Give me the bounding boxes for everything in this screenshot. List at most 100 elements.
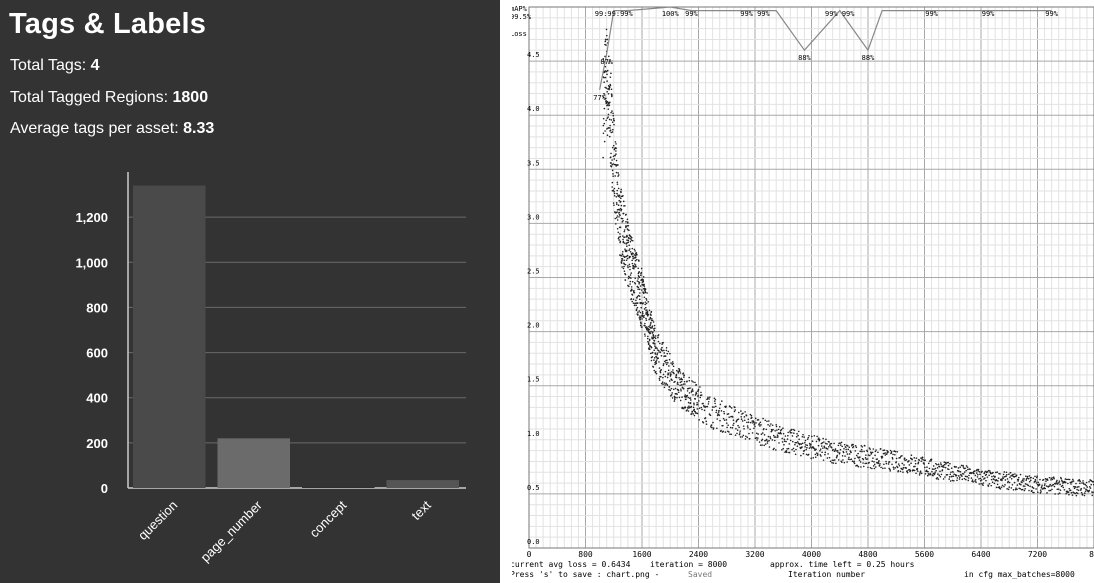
loss-point (1035, 488, 1037, 490)
loss-point (973, 470, 976, 473)
loss-point (622, 267, 625, 270)
loss-point (659, 371, 662, 374)
loss-point (917, 462, 919, 465)
loss-point (644, 303, 646, 306)
loss-point (977, 473, 979, 476)
loss-point (614, 217, 617, 220)
loss-point (608, 62, 610, 64)
loss-point (974, 474, 977, 477)
loss-point (760, 433, 763, 435)
loss-point (840, 444, 842, 446)
loss-point (622, 212, 625, 215)
loss-point (754, 425, 756, 428)
loss-point (696, 412, 699, 415)
loss-point (830, 446, 833, 449)
loss-point (832, 448, 834, 451)
loss-point (879, 462, 881, 465)
loss-point (968, 474, 970, 477)
loss-point (1034, 480, 1037, 482)
loss-point (949, 473, 952, 476)
loss-point (629, 280, 632, 283)
loss-point (692, 394, 694, 396)
loss-point (667, 373, 670, 376)
loss-point (606, 73, 608, 76)
loss-point (838, 452, 841, 454)
loss-point (990, 478, 993, 481)
loss-point (649, 324, 651, 327)
loss-point (665, 363, 668, 366)
y-axis-label: Loss (512, 30, 527, 38)
loss-point (823, 441, 825, 443)
map-curve (599, 6, 1052, 90)
loss-point (686, 380, 688, 383)
loss-point (768, 439, 770, 442)
loss-point (689, 399, 692, 401)
loss-point (636, 280, 639, 282)
loss-point (1076, 492, 1079, 495)
loss-point (701, 408, 703, 411)
loss-point (698, 400, 700, 402)
loss-point (788, 451, 791, 454)
loss-point (687, 410, 690, 412)
loss-point (942, 464, 945, 467)
loss-point (976, 476, 979, 478)
loss-point (737, 411, 740, 414)
loss-point (814, 449, 816, 451)
loss-point (669, 372, 671, 374)
loss-point (622, 235, 624, 237)
loss-point (807, 436, 810, 439)
loss-point (648, 339, 651, 342)
x-tick-label: 6400 (971, 550, 990, 559)
loss-point (732, 424, 734, 426)
loss-point (978, 471, 981, 473)
loss-point (675, 373, 678, 376)
loss-point (624, 248, 626, 251)
loss-point (828, 456, 831, 459)
loss-point (786, 438, 789, 440)
loss-point (708, 398, 710, 400)
y-tick-label: 1.5 (527, 376, 540, 384)
loss-point (672, 369, 674, 371)
loss-point (619, 214, 621, 217)
loss-point (668, 385, 671, 388)
loss-point (776, 434, 779, 437)
loss-point (705, 405, 707, 408)
loss-point (764, 419, 767, 422)
loss-point (819, 454, 822, 456)
loss-point (702, 402, 704, 405)
loss-point (678, 377, 680, 379)
loss-point (673, 400, 676, 402)
loss-point (899, 456, 901, 459)
loss-point (684, 383, 686, 385)
loss-point (1077, 489, 1080, 492)
loss-point (628, 244, 630, 247)
loss-point (662, 373, 665, 376)
loss-point (706, 397, 709, 400)
loss-point (957, 475, 960, 477)
loss-point (630, 236, 633, 239)
loss-point (808, 434, 810, 437)
loss-point (1054, 493, 1056, 495)
loss-point (662, 376, 664, 379)
x-tick-label: question (135, 498, 180, 543)
loss-point (927, 470, 929, 473)
loss-point (651, 325, 654, 327)
loss-point (1037, 484, 1040, 487)
loss-point (610, 119, 613, 121)
loss-point (755, 422, 757, 424)
loss-point (612, 128, 614, 131)
stat-total-regions: Total Tagged Regions: 1800 (10, 89, 208, 107)
map-top-label: 99.5% (512, 13, 532, 21)
loss-point (602, 117, 605, 120)
loss-point (749, 421, 752, 424)
loss-point (940, 473, 943, 476)
loss-point (610, 111, 612, 114)
loss-point (1036, 483, 1039, 486)
loss-point (663, 386, 666, 389)
loss-point (753, 427, 755, 430)
loss-point (623, 236, 626, 238)
loss-point (604, 55, 606, 58)
loss-point (936, 463, 938, 466)
loss-point (933, 468, 935, 471)
loss-point (892, 466, 895, 469)
